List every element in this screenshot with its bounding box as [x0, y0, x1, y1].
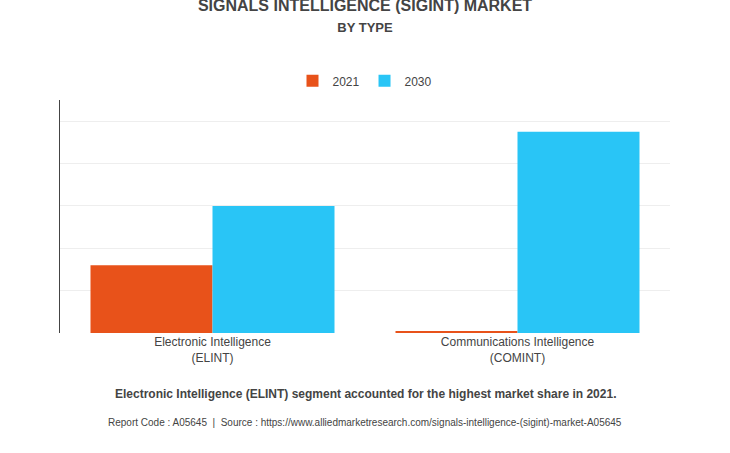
svg-text:Electronic Intelligence (ELINT: Electronic Intelligence (ELINT) segment … [115, 387, 616, 401]
svg-text:Electronic Intelligence(ELINT): Electronic Intelligence(ELINT) [154, 335, 271, 365]
svg-text:SIGNALS INTELLIGENCE (SIGINT): SIGNALS INTELLIGENCE (SIGINT) MARKETBY T… [198, 0, 532, 35]
svg-text:Communications Intelligence(CO: Communications Intelligence(COMINT) [441, 335, 595, 365]
svg-text:2021: 2021 [333, 75, 360, 89]
svg-text:2030: 2030 [405, 75, 432, 89]
svg-text:Report Code : A05645 | Sourc: Report Code : A05645 | Source : https://… [108, 417, 622, 428]
